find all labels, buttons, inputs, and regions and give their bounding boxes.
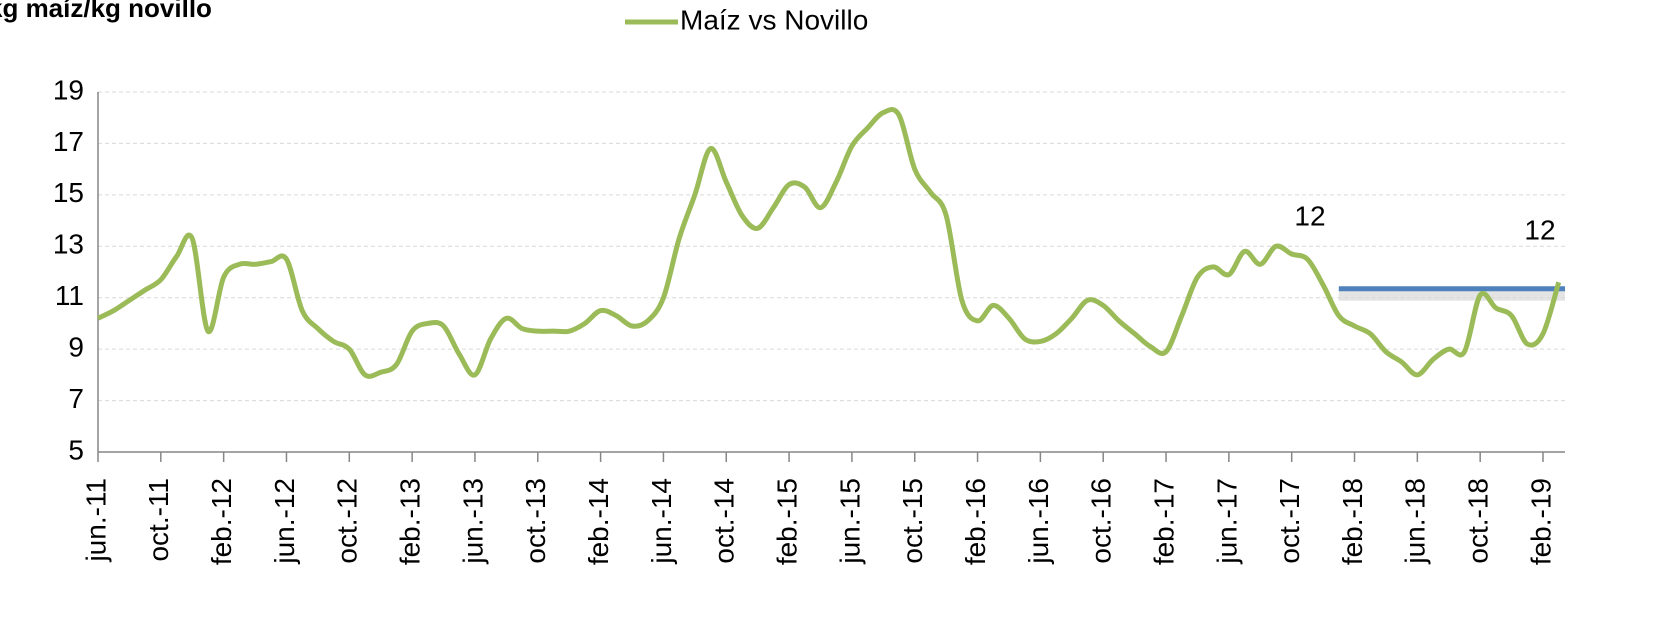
x-tick-label: jun.-16 [1023, 478, 1054, 565]
y-tick-label: 5 [68, 434, 84, 465]
x-tick-label: feb.-12 [206, 478, 237, 565]
y-tick-label: 9 [68, 332, 84, 363]
x-tick-label: oct.-17 [1274, 478, 1305, 564]
reference-shadow [1338, 290, 1565, 301]
x-tick-label: feb.-19 [1525, 478, 1556, 565]
y-tick-label: 13 [53, 229, 84, 260]
y-tick-label: 17 [53, 126, 84, 157]
y-tick-label: 15 [53, 177, 84, 208]
x-tick-label: jun.-17 [1211, 478, 1242, 565]
annotation: 12 [1294, 200, 1325, 231]
x-tick-label: jun.-18 [1400, 478, 1431, 565]
y-tick-label: 7 [68, 383, 84, 414]
x-tick-label: feb.-14 [583, 478, 614, 565]
x-tick-label: feb.-15 [771, 478, 802, 565]
x-tick-label: jun.-14 [646, 478, 677, 565]
series-line [96, 107, 1562, 379]
x-tick-label: oct.-14 [709, 478, 740, 564]
x-tick-label: jun.-13 [457, 478, 488, 565]
annotation: 12 [1524, 214, 1555, 245]
x-tick-label: oct.-18 [1463, 478, 1494, 564]
x-tick-label: oct.-13 [520, 478, 551, 564]
x-tick-label: feb.-13 [395, 478, 426, 565]
x-tick-label: jun.-12 [269, 478, 300, 565]
x-tick-label: oct.-12 [332, 478, 363, 564]
x-tick-label: oct.-15 [897, 478, 928, 564]
x-tick-label: feb.-17 [1148, 478, 1179, 565]
x-tick-label: jun.-15 [834, 478, 865, 565]
x-tick-label: jun.-11 [80, 478, 111, 563]
x-tick-label: feb.-18 [1337, 478, 1368, 565]
chart-title: kg maíz/kg novillo [0, 0, 212, 23]
y-tick-label: 11 [55, 280, 84, 311]
x-tick-label: oct.-16 [1086, 478, 1117, 564]
y-tick-label: 19 [53, 74, 84, 105]
x-tick-label: oct.-11 [143, 478, 174, 562]
legend-label: Maíz vs Novillo [680, 4, 868, 35]
x-tick-label: feb.-16 [960, 478, 991, 565]
